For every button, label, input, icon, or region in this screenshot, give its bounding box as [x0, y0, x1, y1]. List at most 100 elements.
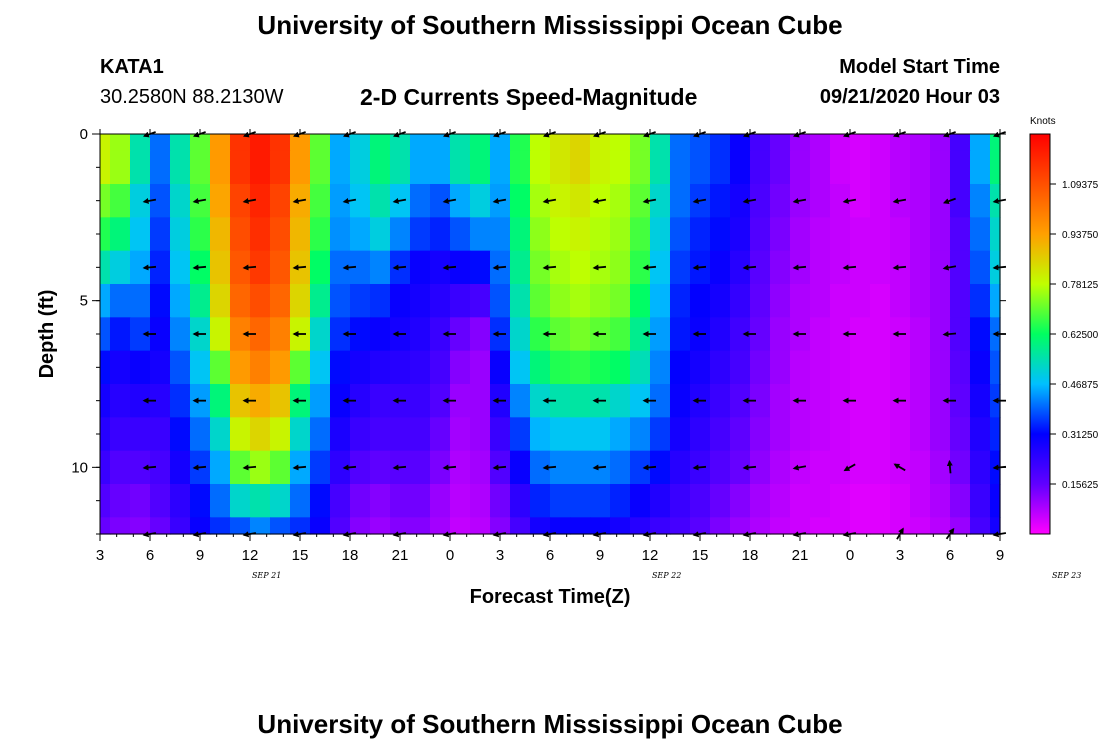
heatmap-cell [410, 384, 431, 418]
heatmap-cell [870, 134, 891, 152]
heatmap-cell [770, 184, 791, 218]
heatmap-cell [870, 217, 891, 252]
heatmap-cell [450, 417, 471, 452]
heatmap-cell [490, 134, 511, 152]
heatmap-cell [310, 317, 331, 352]
heatmap-cell [990, 217, 1001, 252]
colorbar-tick-label: 0.31250 [1062, 430, 1099, 441]
x-tick-label: 18 [742, 547, 759, 564]
heatmap-cell [530, 284, 551, 318]
heatmap-cell [250, 134, 271, 152]
current-vector-arrow [642, 464, 657, 471]
heatmap-cell [610, 250, 631, 285]
heatmap-cell [290, 217, 311, 252]
heatmap-cell [110, 450, 131, 485]
heatmap-cell [130, 484, 151, 518]
heatmap-cell [630, 417, 651, 452]
heatmap-cell [630, 217, 651, 252]
heatmap-cell [510, 484, 531, 518]
heatmap-cell [990, 350, 1001, 385]
heatmap-cell [450, 184, 471, 218]
heatmap-cell [630, 134, 651, 152]
heatmap-cell [570, 417, 591, 452]
current-vector-arrow [442, 197, 457, 204]
heatmap-cell [650, 350, 671, 385]
heatmap-cell [690, 517, 711, 535]
colorbar-tick-label: 0.62500 [1062, 330, 1099, 341]
heatmap-cell [610, 317, 631, 352]
heatmap-cell [870, 384, 891, 418]
heatmap-cell [150, 417, 171, 452]
colorbar: Knots 1.09375 0.93750 0.78125 0.62500 0.4687… [1029, 116, 1099, 535]
heatmap-cell [630, 250, 651, 285]
heatmap-cell [250, 384, 271, 418]
heatmap-cell [950, 217, 971, 252]
heatmap-cell [370, 184, 391, 218]
heatmap-cell [290, 350, 311, 385]
heatmap-cell [100, 350, 111, 385]
heatmap-cell [670, 484, 691, 518]
heatmap-cell [990, 284, 1001, 318]
heatmap-cell [470, 284, 491, 318]
heatmap-cell [970, 150, 991, 185]
current-vector-arrow [592, 464, 607, 471]
heatmap-cell [470, 517, 491, 535]
heatmap-cell [570, 217, 591, 252]
heatmap-cell [150, 284, 171, 318]
heatmap-cell [150, 150, 171, 185]
heatmap-cell [430, 317, 451, 352]
heatmap-cell [710, 250, 731, 285]
heatmap-cell [170, 250, 191, 285]
heatmap-cell [550, 184, 571, 218]
current-vector-arrow [946, 459, 953, 474]
current-vector-arrow [942, 197, 956, 204]
heatmap-cell [350, 134, 371, 152]
heatmap-cell [210, 317, 231, 352]
heatmap-cell [710, 484, 731, 518]
heatmap-cell [110, 217, 131, 252]
heatmap-cell [330, 250, 351, 285]
heatmap-cell [550, 450, 571, 485]
heatmap-cell [770, 384, 791, 418]
heatmap-cell [510, 134, 531, 152]
heatmap-cell [230, 250, 251, 285]
x-axis: 3 6 9 12 15 18 21 0 3 6 9 12 15 18 21 0 3 6 9 [96, 129, 1004, 564]
heatmap-cell [270, 417, 291, 452]
model-start-label: Model Start Time [839, 56, 1000, 78]
heatmap-cell [950, 450, 971, 485]
heatmap-cell [790, 134, 811, 152]
heatmap-cell [750, 284, 771, 318]
station-id: KATA1 [100, 56, 164, 78]
heatmap-cell [910, 284, 931, 318]
heatmap-cell [450, 517, 471, 535]
heatmap-cell [870, 350, 891, 385]
heatmap-cell [190, 284, 211, 318]
heatmap-cell [230, 417, 251, 452]
heatmap-cell [290, 517, 311, 535]
current-vector-arrow [843, 463, 856, 472]
current-vector-arrow [942, 264, 957, 271]
heatmap-cell [630, 384, 651, 418]
heatmap-cell [930, 484, 951, 518]
heatmap-cell [530, 417, 551, 452]
heatmap-cell [100, 317, 111, 352]
heatmap-cell [510, 384, 531, 418]
y-tick-label: 10 [71, 459, 88, 476]
heatmap-cell [100, 250, 111, 285]
heatmap-cell [830, 284, 851, 318]
heatmap-cell [270, 150, 291, 185]
heatmap-cell [610, 450, 631, 485]
heatmap-cell [470, 317, 491, 352]
heatmap-cell [910, 184, 931, 218]
heatmap-cell [270, 484, 291, 518]
heatmap-cell [230, 184, 251, 218]
heatmap-cell [210, 450, 231, 485]
heatmap-cell [850, 517, 871, 535]
heatmap-cell [530, 134, 551, 152]
heatmap-cell [510, 284, 531, 318]
heatmap-cell [100, 217, 111, 252]
heatmap-cell [810, 217, 831, 252]
heatmap-cell [870, 317, 891, 352]
current-vectors [142, 131, 1007, 540]
heatmap-cell [310, 134, 331, 152]
